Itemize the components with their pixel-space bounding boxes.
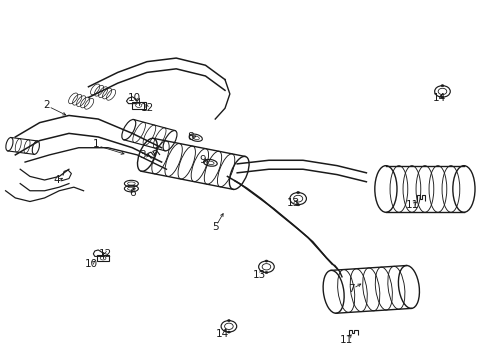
Circle shape: [440, 96, 443, 98]
Text: 14: 14: [432, 93, 445, 103]
Circle shape: [264, 271, 267, 274]
Text: 6: 6: [129, 188, 135, 198]
Circle shape: [227, 331, 230, 333]
Text: 12: 12: [99, 248, 112, 258]
Text: 14: 14: [216, 329, 229, 339]
Circle shape: [296, 192, 299, 194]
Circle shape: [227, 320, 230, 321]
Circle shape: [264, 260, 267, 262]
Text: 1: 1: [92, 139, 99, 149]
Text: 10: 10: [84, 259, 97, 269]
Text: 7: 7: [348, 284, 354, 294]
Circle shape: [440, 85, 443, 87]
Text: 13: 13: [252, 270, 265, 280]
Text: 8: 8: [187, 132, 194, 142]
Circle shape: [296, 204, 299, 206]
Text: 13: 13: [286, 198, 299, 208]
Text: 11: 11: [340, 334, 353, 345]
Text: 10: 10: [128, 93, 141, 103]
Text: 9: 9: [199, 155, 206, 165]
Text: 11: 11: [405, 200, 419, 210]
Text: 5: 5: [211, 222, 218, 231]
Text: 12: 12: [140, 103, 153, 113]
Text: 4: 4: [53, 175, 60, 185]
Text: 3: 3: [139, 150, 145, 160]
Text: 2: 2: [43, 100, 50, 110]
